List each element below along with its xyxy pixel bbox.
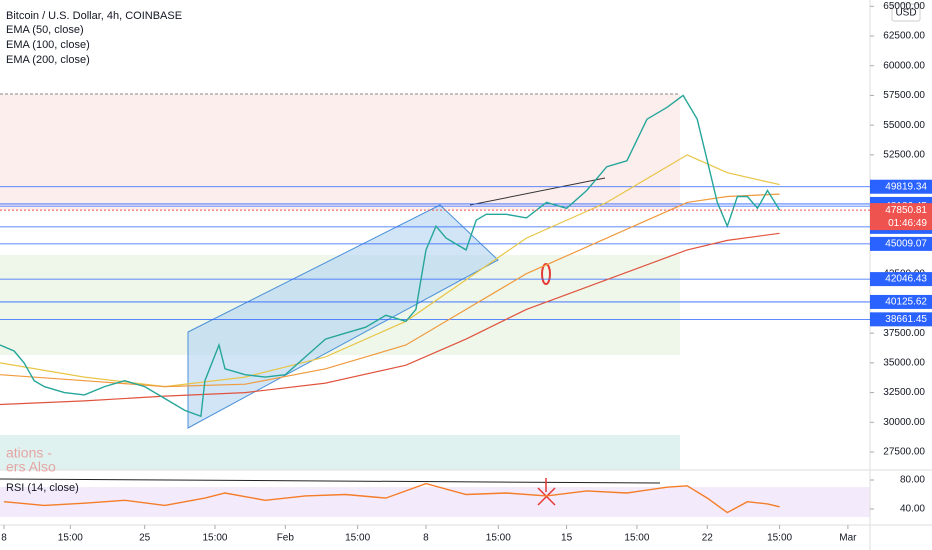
legend-entry: EMA (50, close) <box>6 24 84 36</box>
y-tick-label: 40.00 <box>900 504 925 515</box>
level-box <box>870 312 932 327</box>
y-tick-label: 32500.00 <box>883 387 925 398</box>
y-tick-label: 27500.00 <box>883 447 925 458</box>
legend-entry: EMA (100, close) <box>6 39 90 51</box>
price-line <box>0 94 781 418</box>
x-tick-label: 8 <box>423 533 429 544</box>
last-price-box <box>870 203 932 231</box>
x-tick-label: 8 <box>1 533 7 544</box>
level-label: 45009.07 <box>885 239 927 250</box>
y-tick-label: 52500.00 <box>883 150 925 161</box>
short-zone <box>0 94 680 210</box>
volume-zone <box>0 435 680 470</box>
level-label: 49819.34 <box>885 181 927 192</box>
currency-box <box>891 3 921 22</box>
x-tick-label: 22 <box>702 533 714 544</box>
rsi-line <box>3 482 780 514</box>
level-box <box>870 236 932 251</box>
annotation: ations - <box>6 445 52 461</box>
x-tick-label: Mar <box>839 533 857 544</box>
x-tick-label: Feb <box>277 533 295 544</box>
rsi-trendline <box>0 478 661 484</box>
y-tick-label: 37500.00 <box>883 328 925 339</box>
chart-title: Bitcoin / U.S. Dollar, 4h, COINBASE <box>6 10 182 22</box>
y-tick-label: 62500.00 <box>883 31 925 42</box>
x-tick-label: 25 <box>139 533 151 544</box>
legend-entry: EMA (200, close) <box>6 54 90 66</box>
y-tick-label: 35000.00 <box>883 357 925 368</box>
currency: USD <box>895 8 916 19</box>
x-tick-label: 15:00 <box>767 533 792 544</box>
annotation: ers Also <box>6 459 56 475</box>
x-tick-label: 15:00 <box>624 533 649 544</box>
mark-zero <box>541 263 551 285</box>
y-tick-label: 60000.00 <box>883 60 925 71</box>
y-tick-label: 80.00 <box>900 475 925 486</box>
rsi-band <box>0 487 870 517</box>
x-tick-label: 15:00 <box>486 533 511 544</box>
level-box <box>870 272 932 287</box>
x-tick-label: 15 <box>561 533 573 544</box>
countdown: 01:46:49 <box>888 218 927 229</box>
ema-line <box>0 232 780 406</box>
rsi-title: RSI (14, close) <box>6 482 79 494</box>
level-box <box>870 179 932 194</box>
x-tick-label: 15:00 <box>345 533 370 544</box>
y-tick-label: 30000.00 <box>883 417 925 428</box>
y-tick-label: 57500.00 <box>883 90 925 101</box>
level-label: 42046.43 <box>885 274 927 285</box>
y-tick-label: 65000.00 <box>883 1 925 12</box>
trendline <box>469 177 606 206</box>
level-label: 40125.62 <box>885 297 927 308</box>
last-price-label: 47850.81 <box>885 205 927 216</box>
y-tick-label: 55000.00 <box>883 120 925 131</box>
level-label: 38661.45 <box>885 314 927 325</box>
level-box <box>870 294 932 309</box>
x-tick-label: 15:00 <box>202 533 227 544</box>
x-tick-label: 15:00 <box>58 533 83 544</box>
ema-line <box>0 193 780 388</box>
